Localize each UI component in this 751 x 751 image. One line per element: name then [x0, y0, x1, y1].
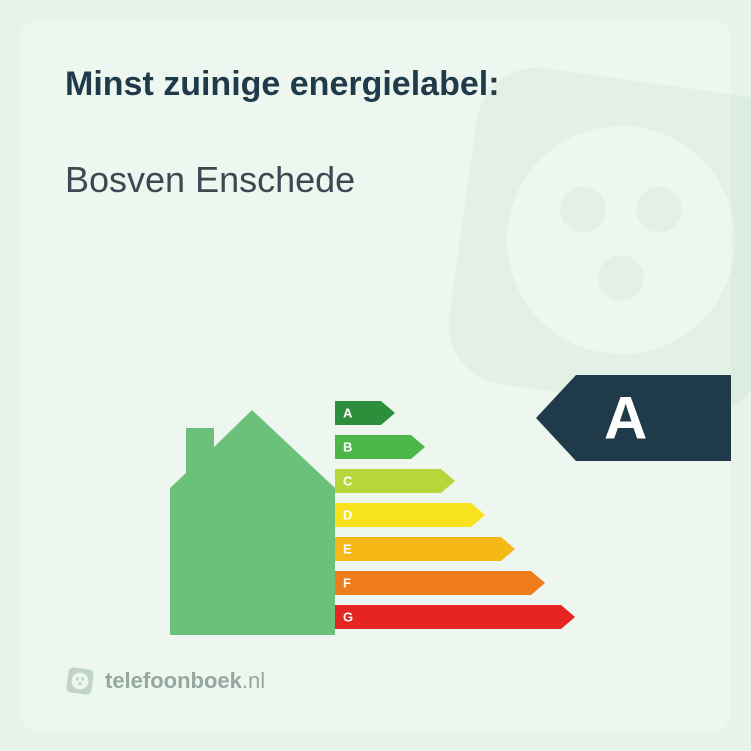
energy-bar-c: C: [335, 466, 575, 496]
current-label-badge: A: [536, 375, 731, 461]
current-label-letter: A: [604, 384, 647, 453]
house-icon: [170, 410, 335, 635]
watermark-icon: [431, 50, 751, 430]
energy-bar-d: D: [335, 500, 575, 530]
bar-letter: B: [343, 440, 352, 455]
location-name: Bosven Enschede: [65, 159, 686, 201]
bar-arrow-icon: [335, 571, 545, 595]
energy-bar-g: G: [335, 602, 575, 632]
bar-letter: A: [343, 406, 352, 421]
bar-arrow-icon: [335, 537, 515, 561]
brand-text: telefoonboek.nl: [105, 668, 265, 694]
bar-letter: C: [343, 474, 352, 489]
card-container: Minst zuinige energielabel: Bosven Ensch…: [20, 20, 731, 731]
bar-letter: D: [343, 508, 352, 523]
bar-letter: E: [343, 542, 352, 557]
bar-arrow-icon: [335, 503, 485, 527]
footer: telefoonboek.nl: [65, 666, 265, 696]
bar-letter: G: [343, 610, 353, 625]
page-title: Minst zuinige energielabel:: [65, 65, 686, 104]
bar-arrow-icon: [335, 469, 455, 493]
brand-icon: [65, 666, 95, 696]
energy-bar-f: F: [335, 568, 575, 598]
energy-bar-e: E: [335, 534, 575, 564]
bar-arrow-icon: [335, 605, 575, 629]
bar-letter: F: [343, 576, 351, 591]
